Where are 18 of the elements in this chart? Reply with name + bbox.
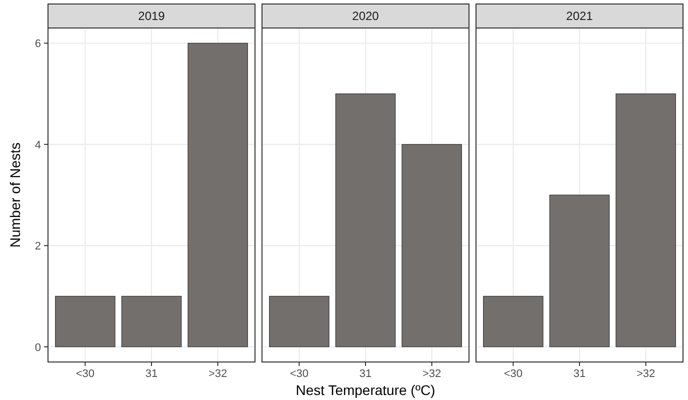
x-axis-title: Nest Temperature (ºC) bbox=[296, 382, 436, 398]
chart-title: 2021 bbox=[566, 9, 594, 23]
y-axis-title: Number of Nests bbox=[7, 142, 23, 248]
x-tick-label: 31 bbox=[359, 368, 372, 380]
chart-title: 2019 bbox=[138, 9, 166, 23]
x-tick-label: 31 bbox=[573, 368, 586, 380]
x-tick-label: >32 bbox=[208, 368, 228, 380]
chart-title: 2020 bbox=[352, 9, 380, 23]
x-tick-label: <30 bbox=[76, 368, 95, 380]
x-tick-label: <30 bbox=[290, 368, 309, 380]
y-tick-label: 4 bbox=[34, 139, 41, 152]
y-tick-label: 0 bbox=[34, 342, 41, 354]
x-tick-label: >32 bbox=[422, 368, 442, 380]
x-tick-label: >32 bbox=[636, 368, 656, 380]
y-tick-label: 6 bbox=[34, 38, 41, 50]
y-tick-label: 2 bbox=[34, 240, 41, 253]
x-tick-label: <30 bbox=[504, 368, 523, 380]
x-tick-label: 31 bbox=[145, 368, 158, 380]
